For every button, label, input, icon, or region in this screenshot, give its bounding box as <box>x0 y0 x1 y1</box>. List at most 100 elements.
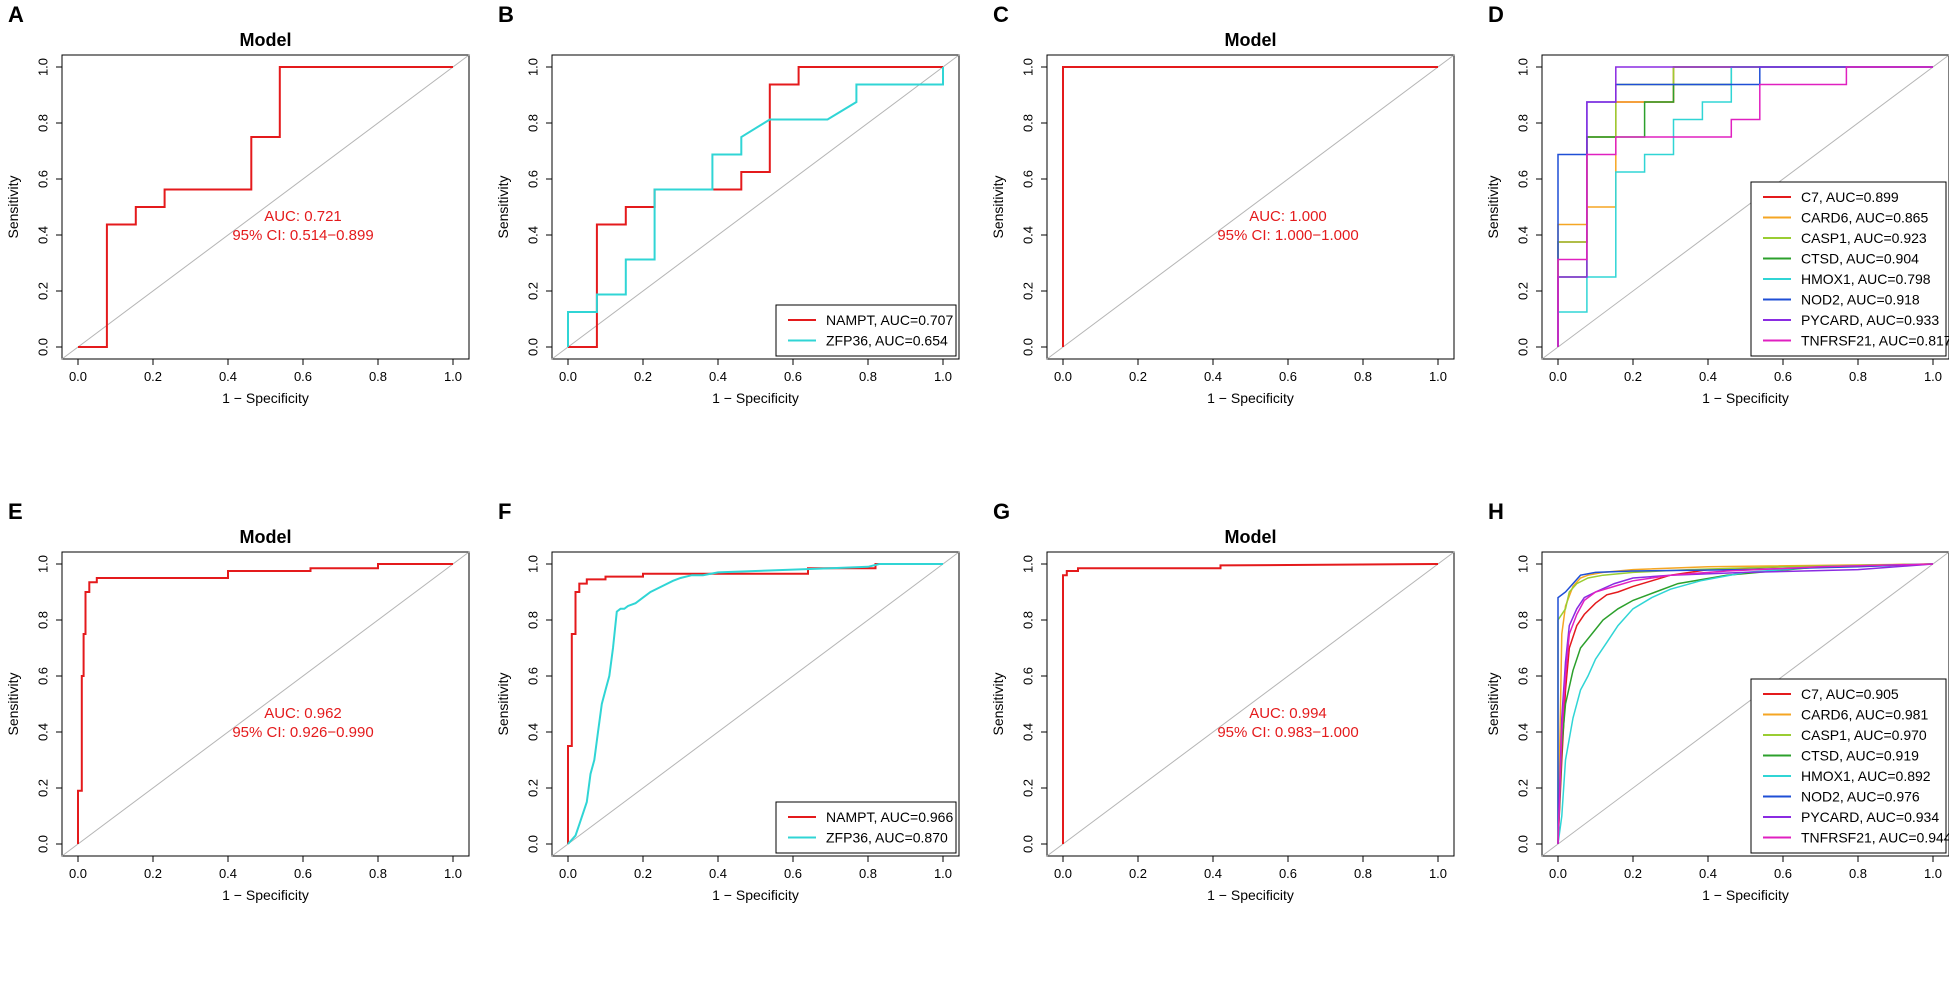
y-tick-label: 0.4 <box>35 723 50 741</box>
auc-value: AUC: 0.721 <box>264 208 342 225</box>
legend-label: CARD6, AUC=0.865 <box>1801 210 1928 226</box>
x-tick-label: 0.4 <box>219 866 237 881</box>
y-tick-label: 0.8 <box>525 114 540 132</box>
x-tick-label: 0.6 <box>294 866 312 881</box>
x-tick-label: 0.8 <box>859 866 877 881</box>
y-axis-label: Sensitivity <box>990 175 1006 238</box>
x-tick-label: 0.8 <box>369 369 387 384</box>
y-tick-label: 0.4 <box>1515 226 1530 244</box>
x-tick-label: 0.0 <box>1054 369 1072 384</box>
x-tick-label: 0.4 <box>219 369 237 384</box>
x-axis-label: 1 − Specificity <box>222 390 309 406</box>
legend-label: CASP1, AUC=0.970 <box>1801 727 1927 743</box>
plot-frame <box>61 551 470 857</box>
roc-panel-e: E Model 0.0 0.0 0.2 0.2 0.4 0.4 0.6 0.6 0.8 0.8 1.0 1… <box>0 497 495 992</box>
roc-curve-model <box>1062 66 1438 347</box>
plot-frame <box>1046 551 1455 857</box>
roc-chart-e: E Model 0.0 0.0 0.2 0.2 0.4 0.4 0.6 0.6 0.8 0.8 1.0 1… <box>5 499 471 903</box>
legend-label: PYCARD, AUC=0.933 <box>1801 312 1939 328</box>
reference-diagonal <box>550 53 961 361</box>
x-tick-label: 1.0 <box>444 369 462 384</box>
roc-panel-h: H 0.0 0.0 0.2 0.2 0.4 0.4 0.6 0.6 0.8 0.8 1.0 1.0 1 −… <box>1480 497 1949 992</box>
roc-curve-card6 <box>1557 563 1934 845</box>
x-tick-label: 0.4 <box>709 369 727 384</box>
y-axis-label: Sensitivity <box>495 175 511 238</box>
panel-letter: B <box>498 2 514 27</box>
y-tick-label: 0.0 <box>525 338 540 356</box>
y-tick-label: 0.2 <box>35 779 50 797</box>
legend: NAMPT, AUC=0.966 ZFP36, AUC=0.870 <box>775 801 957 854</box>
x-tick-label: 1.0 <box>444 866 462 881</box>
legend-label: CTSD, AUC=0.919 <box>1801 748 1919 764</box>
y-tick-label: 0.6 <box>1020 170 1035 188</box>
legend-label: TNFRSF21, AUC=0.817 <box>1801 333 1949 349</box>
legend-label: CTSD, AUC=0.904 <box>1801 251 1919 267</box>
roc-curve-model <box>1062 563 1439 844</box>
roc-curve-hmox1 <box>1557 66 1933 347</box>
reference-diagonal <box>60 53 471 361</box>
y-tick-label: 0.6 <box>35 667 50 685</box>
roc-panel-a: A Model 0.0 0.0 0.2 0.2 0.4 0.4 0.6 0.6 0.8 0.8 1.0 1… <box>0 0 495 495</box>
plot-frame <box>1046 54 1455 360</box>
plot-frame <box>61 54 470 360</box>
plot-frame <box>551 54 960 360</box>
legend-box <box>1750 181 1947 357</box>
auc-value: AUC: 1.000 <box>1249 208 1327 225</box>
y-tick-label: 0.2 <box>35 282 50 300</box>
legend-label: CASP1, AUC=0.923 <box>1801 230 1927 246</box>
x-tick-label: 0.6 <box>1774 866 1792 881</box>
x-tick-label: 0.2 <box>1624 369 1642 384</box>
legend-label: ZFP36, AUC=0.870 <box>826 830 948 846</box>
y-tick-label: 0.8 <box>35 114 50 132</box>
x-tick-label: 0.6 <box>1279 866 1297 881</box>
panel-letter: E <box>8 499 23 524</box>
legend-label: CARD6, AUC=0.981 <box>1801 707 1928 723</box>
roc-panel-d: D 0.0 0.0 0.2 0.2 0.4 0.4 0.6 0.6 0.8 0.8 1.0 1.0 1 −… <box>1480 0 1949 495</box>
chart-title: Model <box>240 527 292 547</box>
x-tick-label: 0.6 <box>1774 369 1792 384</box>
y-tick-label: 0.6 <box>1515 170 1530 188</box>
y-tick-label: 0.0 <box>35 338 50 356</box>
roc-curve-tnfrsf21 <box>1557 563 1934 845</box>
x-tick-label: 0.8 <box>1354 866 1372 881</box>
y-tick-label: 0.2 <box>1515 779 1530 797</box>
reference-diagonal <box>1045 53 1456 361</box>
x-tick-label: 0.8 <box>859 369 877 384</box>
y-tick-label: 1.0 <box>1515 555 1530 573</box>
legend-box <box>775 304 957 357</box>
legend-label: PYCARD, AUC=0.934 <box>1801 809 1939 825</box>
reference-diagonal <box>1540 551 1949 858</box>
y-axis-label: Sensitivity <box>990 672 1006 735</box>
legend: NAMPT, AUC=0.707 ZFP36, AUC=0.654 <box>775 304 957 357</box>
y-axis-label: Sensitivity <box>1485 175 1501 238</box>
y-axis-label: Sensitivity <box>5 175 21 238</box>
y-tick-label: 1.0 <box>525 555 540 573</box>
y-tick-label: 0.8 <box>1020 611 1035 629</box>
x-tick-label: 0.2 <box>144 866 162 881</box>
y-tick-label: 1.0 <box>1020 555 1035 573</box>
y-tick-label: 0.0 <box>525 835 540 853</box>
chart-title: Model <box>240 30 292 50</box>
y-tick-label: 0.6 <box>525 667 540 685</box>
x-tick-label: 0.4 <box>1699 369 1717 384</box>
legend-label: TNFRSF21, AUC=0.944 <box>1801 830 1949 846</box>
x-tick-label: 1.0 <box>1924 369 1942 384</box>
plot-frame <box>1541 54 1949 360</box>
y-tick-label: 1.0 <box>35 555 50 573</box>
y-tick-label: 1.0 <box>1020 58 1035 76</box>
y-tick-label: 0.4 <box>525 226 540 244</box>
x-tick-label: 0.0 <box>559 866 577 881</box>
x-tick-label: 0.2 <box>634 369 652 384</box>
panel-letter: F <box>498 499 511 524</box>
legend-label: NOD2, AUC=0.918 <box>1801 292 1920 308</box>
roc-curve-casp1 <box>1557 563 1934 844</box>
y-axis-label: Sensitivity <box>5 672 21 735</box>
auc-ci: 95% CI: 0.983−1.000 <box>1217 724 1358 741</box>
x-axis-label: 1 − Specificity <box>712 887 799 903</box>
x-tick-label: 0.0 <box>559 369 577 384</box>
y-tick-label: 0.0 <box>1515 338 1530 356</box>
x-tick-label: 1.0 <box>934 866 952 881</box>
y-tick-label: 0.4 <box>1020 226 1035 244</box>
chart-title: Model <box>1225 30 1277 50</box>
panel-letter: C <box>993 2 1009 27</box>
